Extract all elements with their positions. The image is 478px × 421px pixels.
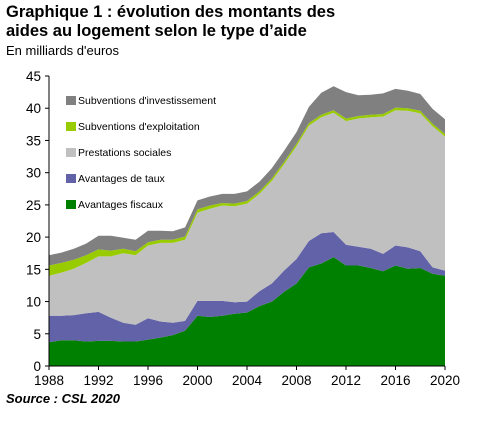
x-tick-label: 2004: [232, 373, 263, 388]
x-tick-label: 1996: [133, 373, 163, 388]
legend-swatch-avantages-de-taux: [66, 174, 76, 183]
area-subventions-d-exploitation: [49, 107, 445, 276]
legend: Subventions d'investissement Subventions …: [66, 95, 216, 211]
x-tick-label: 2000: [182, 373, 212, 388]
legend-label-avantages-fiscaux: Avantages fiscaux: [78, 199, 164, 211]
y-tick-label: 0: [33, 359, 41, 374]
area-avantages-de-taux: [49, 232, 445, 343]
legend-swatch-prestations-sociales: [66, 148, 76, 157]
y-tick-label: 10: [26, 295, 41, 310]
legend-label-prestations-sociales: Prestations sociales: [78, 147, 171, 159]
legend-swatch-subventions-d-investissement: [66, 96, 76, 105]
x-tick-label: 2008: [281, 373, 311, 388]
x-tick-label: 1988: [34, 373, 64, 388]
y-tick-label: 5: [33, 327, 41, 342]
y-tick-label: 20: [26, 230, 41, 245]
areas-layer: [49, 86, 445, 366]
x-tick-label: 2016: [380, 373, 410, 388]
legend-label-subventions-d-exploitation: Subventions d'exploitation: [78, 121, 200, 133]
y-tick-label: 25: [26, 198, 41, 213]
legend-label-subventions-d-investissement: Subventions d'investissement: [78, 95, 216, 107]
source-note: Source : CSL 2020: [6, 391, 120, 406]
y-tick-label: 45: [26, 69, 41, 84]
chart-title-line-1: Graphique 1 : évolution des montants des: [6, 3, 336, 21]
y-tick-label: 40: [26, 101, 41, 116]
x-tick-label: 2020: [430, 373, 460, 388]
legend-swatch-subventions-d-exploitation: [66, 122, 76, 131]
y-tick-label: 15: [26, 262, 41, 277]
x-tick-label: 2012: [331, 373, 361, 388]
chart-title: Graphique 1 : évolution des montants des…: [6, 3, 476, 41]
area-prestations-sociales: [49, 110, 445, 325]
x-tick-label: 1992: [83, 373, 113, 388]
chart-subtitle: En milliards d'euros: [6, 43, 120, 58]
legend-swatch-avantages-fiscaux: [66, 200, 76, 209]
legend-label-avantages-de-taux: Avantages de taux: [78, 173, 166, 185]
y-tick-label: 35: [26, 133, 41, 148]
axes-layer: 0 5 10 15 20 25 30 35 40 45 1988 1992 1996 2000 2004 20…: [26, 69, 460, 388]
chart-title-line-2: aides au logement selon le type d’aide: [6, 22, 307, 40]
area-subventions-d-investissement: [49, 86, 445, 266]
y-tick-label: 30: [26, 166, 41, 181]
area-avantages-fiscaux: [49, 257, 445, 366]
